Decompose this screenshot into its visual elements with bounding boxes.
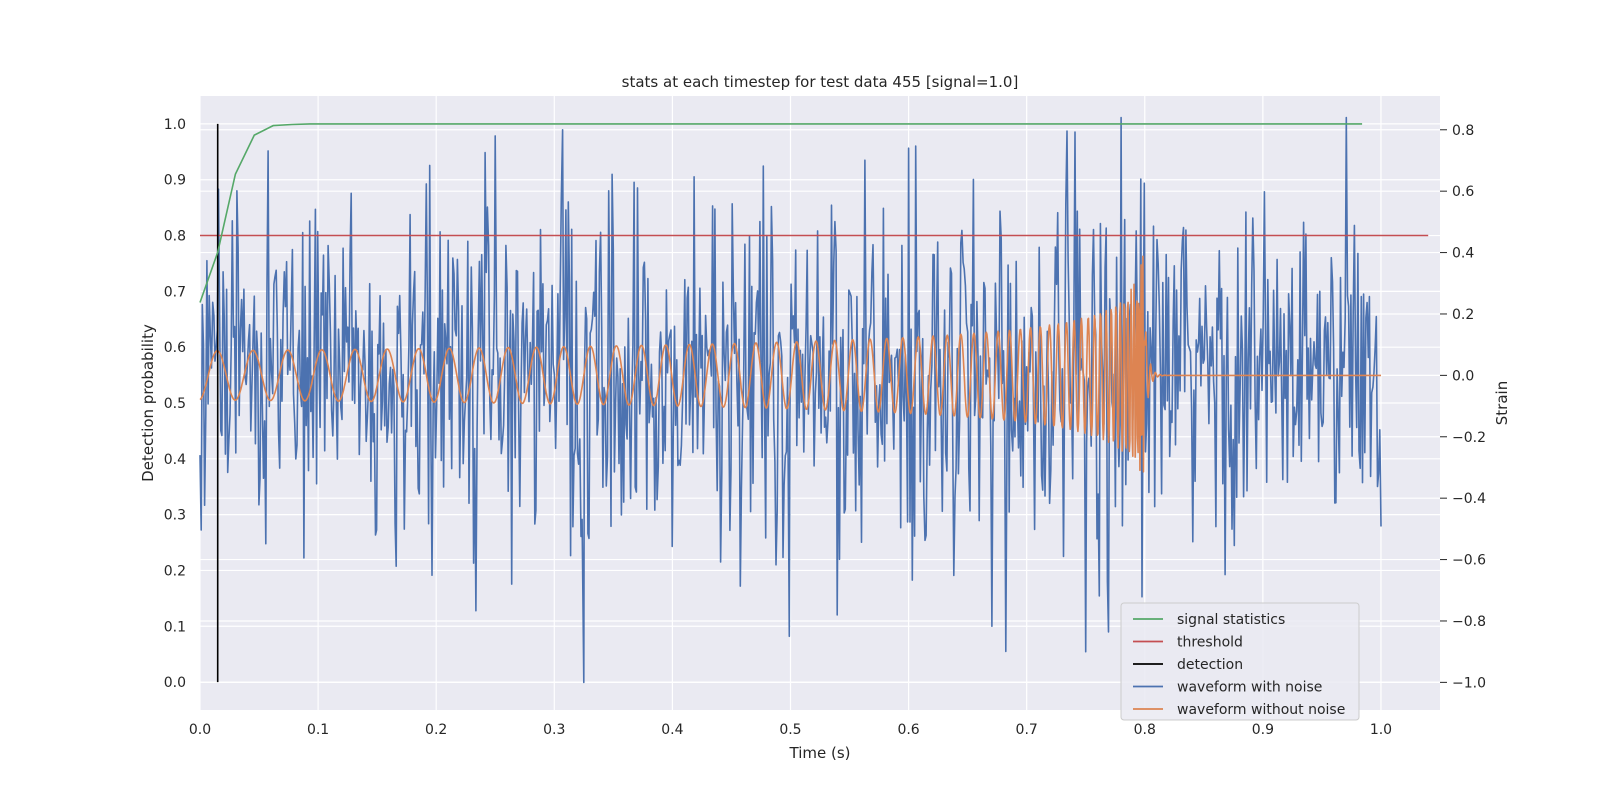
x-tick-label: 0.6: [897, 722, 919, 738]
y-tick-label-right: −1.0: [1452, 675, 1486, 691]
y-tick-label-left: 0.1: [164, 619, 186, 635]
y-axis-right-ticks: −1.0 −0.8 −0.6 −0.4 −0.2 0.0 0.2 0.4 0.6 0.8: [1440, 123, 1486, 691]
chart-title: stats at each timestep for test data 455…: [622, 73, 1019, 91]
y-tick-label-right: 0.0: [1452, 368, 1474, 384]
x-tick-label: 0.7: [1016, 722, 1038, 738]
x-tick-label: 0.1: [307, 722, 329, 738]
legend-label: threshold: [1177, 635, 1243, 651]
x-tick-label: 0.3: [543, 722, 565, 738]
legend-label: detection: [1177, 657, 1243, 673]
legend-label: waveform with noise: [1177, 680, 1322, 696]
y-tick-label-left: 0.5: [164, 396, 186, 412]
y-tick-label-right: 0.4: [1452, 246, 1474, 262]
y-tick-label-left: 0.8: [164, 229, 186, 245]
x-tick-label: 0.8: [1134, 722, 1156, 738]
x-tick-label: 0.2: [425, 722, 447, 738]
y-tick-label-right: 0.6: [1452, 184, 1474, 200]
x-axis-ticks: 0.0 0.1 0.2 0.3 0.4 0.5 0.6 0.7 0.8 0.9 1.0: [189, 722, 1392, 738]
legend-box: [1120, 602, 1360, 721]
series-waveform-with-noise: [199, 116, 1382, 684]
y-tick-label-left: 0.4: [164, 452, 186, 468]
x-tick-label: 1.0: [1370, 722, 1392, 738]
legend-label: signal statistics: [1177, 612, 1285, 628]
y-axis-left-label: Detection probability: [139, 324, 157, 482]
x-tick-label: 0.0: [189, 722, 211, 738]
y-tick-label-right: −0.8: [1452, 614, 1486, 630]
y-tick-label-right: 0.8: [1452, 123, 1474, 139]
y-tick-label-left: 0.6: [164, 340, 186, 356]
y-axis-right-label: Strain: [1493, 381, 1511, 425]
y-tick-label-left: 1.0: [164, 117, 186, 133]
series-layer: [199, 116, 1429, 684]
x-tick-label: 0.5: [779, 722, 801, 738]
series-signal-statistics: [199, 123, 1363, 303]
y-tick-label-right: −0.2: [1452, 430, 1486, 446]
y-tick-label-right: 0.2: [1452, 307, 1474, 323]
y-tick-label-right: −0.6: [1452, 553, 1486, 569]
series-waveform-without-noise: [199, 255, 1382, 473]
y-tick-label-left: 0.9: [164, 173, 186, 189]
legend-label: waveform without noise: [1177, 702, 1345, 718]
y-axis-left-ticks: 0.0 0.1 0.2 0.3 0.4 0.5 0.6 0.7 0.8 0.9 1.0: [164, 117, 186, 691]
y-tick-label-right: −0.4: [1452, 491, 1486, 507]
legend: signal statistics threshold detection wavef…: [1120, 602, 1360, 721]
y-tick-label-left: 0.0: [164, 675, 186, 691]
y-tick-label-left: 0.2: [164, 563, 186, 579]
y-tick-label-left: 0.3: [164, 508, 186, 524]
y-tick-label-left: 0.7: [164, 284, 186, 300]
x-axis-label: Time (s): [789, 744, 851, 762]
x-tick-label: 0.4: [661, 722, 683, 738]
x-tick-label: 0.9: [1252, 722, 1274, 738]
